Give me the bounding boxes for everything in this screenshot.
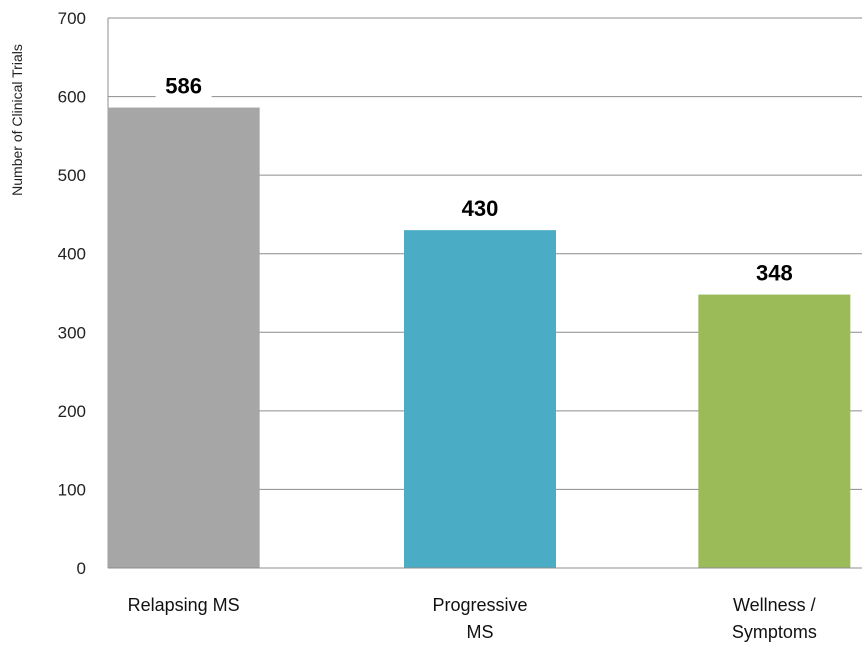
y-tick-label-700: 700 [58, 9, 86, 28]
category-label-1-1: MS [467, 622, 494, 642]
y-tick-label-300: 300 [58, 323, 86, 342]
bar-0 [107, 107, 260, 569]
y-tick-label-200: 200 [58, 402, 86, 421]
y-axis-title: Number of Clinical Trials [9, 44, 25, 196]
y-tick-label-0: 0 [77, 559, 86, 578]
data-label-0: 586 [165, 74, 202, 99]
data-label-bg-2 [746, 258, 803, 289]
y-tick-label-500: 500 [58, 166, 86, 185]
category-label-0-0: Relapsing MS [128, 595, 240, 615]
y-tick-label-600: 600 [58, 88, 86, 107]
y-tick-label-400: 400 [58, 245, 86, 264]
category-label-2-0: Wellness / [733, 595, 816, 615]
category-label-1-0: Progressive [432, 595, 527, 615]
bar-2 [698, 294, 851, 568]
data-label-bg-1 [452, 194, 508, 225]
data-label-bg-0 [155, 71, 212, 102]
bar-1 [404, 230, 556, 568]
data-label-1: 430 [462, 196, 499, 221]
data-label-2: 348 [756, 261, 793, 286]
category-label-2-1: Symptoms [732, 622, 817, 642]
y-tick-label-100: 100 [58, 480, 86, 499]
